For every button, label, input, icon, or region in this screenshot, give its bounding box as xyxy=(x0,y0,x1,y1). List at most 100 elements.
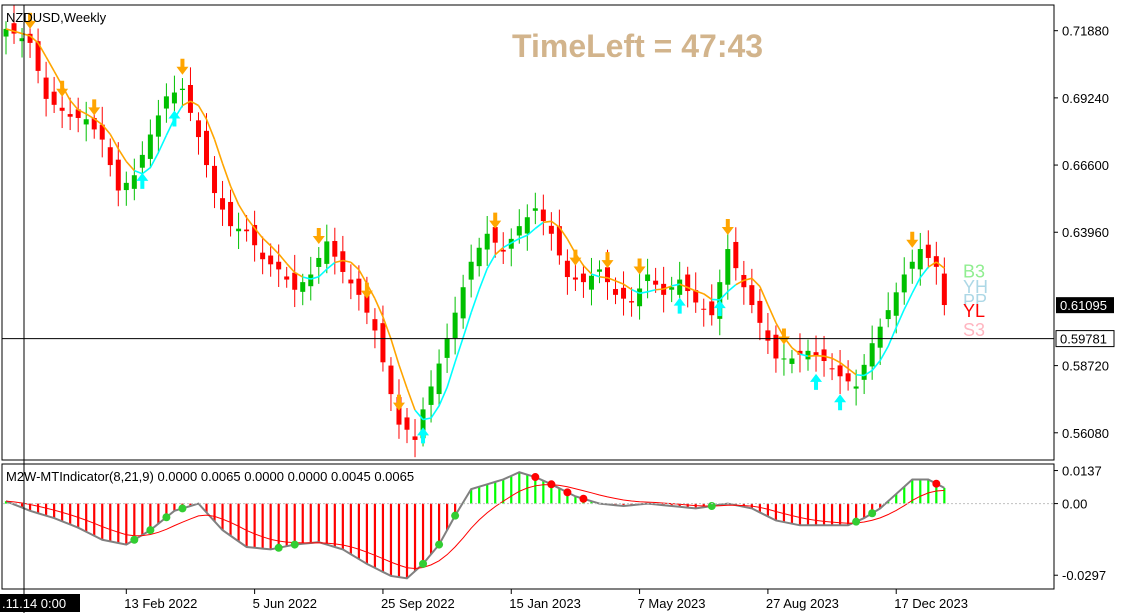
buy-arrow-icon xyxy=(136,172,149,189)
candle-body xyxy=(797,350,803,355)
indicator-dot xyxy=(451,511,460,520)
trailing-stop-segment xyxy=(823,355,833,359)
current-price-marker: 0.61095 xyxy=(1056,297,1114,314)
trailing-stop-segment xyxy=(711,298,720,301)
candle-body xyxy=(220,198,226,210)
candle-body xyxy=(805,350,811,360)
trailing-stop-segment xyxy=(430,405,440,419)
candle-body xyxy=(236,228,242,232)
candle-body xyxy=(580,273,586,283)
time-axis-label: 27 Aug 2023 xyxy=(766,596,839,611)
sell-arrow-icon xyxy=(88,99,101,116)
candle-body xyxy=(388,365,394,395)
level-label: B3 xyxy=(963,262,985,282)
candle-body xyxy=(35,41,41,71)
candle-body xyxy=(532,208,538,211)
trailing-stop-segment xyxy=(759,286,769,306)
sell-arrow-icon xyxy=(56,80,69,97)
candle-body xyxy=(869,343,875,367)
candle-body xyxy=(572,277,578,280)
candle-body xyxy=(901,274,907,293)
candle-body xyxy=(484,233,490,250)
trailing-stop-segment xyxy=(494,246,504,256)
candle-body xyxy=(909,261,915,269)
candle-body xyxy=(765,330,771,341)
trailing-stop-segment xyxy=(149,152,160,168)
buy-arrow-icon xyxy=(713,300,726,317)
candle-body xyxy=(733,241,739,269)
candle-body xyxy=(492,227,498,243)
candle-body xyxy=(420,409,426,439)
trailing-stop-segment xyxy=(679,283,689,289)
indicator-dot xyxy=(852,517,861,526)
trailing-stop-segment xyxy=(205,118,216,140)
trailing-stop-segment xyxy=(229,185,240,205)
cursor-time-label: .11.14 0:00 xyxy=(2,596,66,611)
trailing-stop-segment xyxy=(93,118,103,126)
candle-body xyxy=(605,267,610,283)
crosshair-price-label: 0.59781 xyxy=(1060,332,1107,347)
candle-body xyxy=(107,147,113,166)
candle-body xyxy=(725,249,731,285)
trailing-stop-segment xyxy=(262,237,272,247)
trailing-stop-segment xyxy=(310,276,319,280)
sell-arrow-icon xyxy=(633,258,646,275)
candle-body xyxy=(147,134,153,159)
candle-body xyxy=(925,244,931,258)
candle-body xyxy=(540,209,546,222)
candle-body xyxy=(476,247,482,267)
trailing-stop-segment xyxy=(887,327,897,347)
trailing-stop-segment xyxy=(406,387,416,411)
indicator-dot xyxy=(435,540,444,549)
candle-body xyxy=(789,358,795,364)
candle-body xyxy=(204,130,209,166)
trailing-stop-segment xyxy=(302,276,311,280)
trailing-stop-segment xyxy=(791,347,801,355)
trailing-stop-segment xyxy=(863,369,873,377)
level-label: YL xyxy=(963,301,985,321)
trailing-stop-segment xyxy=(190,100,199,107)
candle-body xyxy=(564,260,570,278)
candle-body xyxy=(917,249,923,270)
trailing-stop-segment xyxy=(45,56,55,72)
candle-body xyxy=(260,252,266,260)
trailing-stop-segment xyxy=(695,290,705,295)
trailing-stop-segment xyxy=(318,268,328,278)
candle-body xyxy=(356,278,362,295)
trailing-stop-segment xyxy=(5,28,15,33)
candle-body xyxy=(276,261,282,270)
trailing-stop-segment xyxy=(117,148,127,162)
candle-body xyxy=(556,226,562,256)
candle-body xyxy=(588,275,594,290)
time-axis-label: 17 Dec 2023 xyxy=(894,596,968,611)
candle-body xyxy=(131,175,137,189)
candle-body xyxy=(436,363,442,395)
candle-body xyxy=(621,287,627,299)
candle-body xyxy=(244,229,250,232)
trailing-stop-segment xyxy=(350,261,360,271)
trailing-stop-segment xyxy=(85,113,95,120)
indicator-dot xyxy=(419,559,428,568)
candle-body xyxy=(340,251,346,272)
candle-body xyxy=(428,386,434,405)
sell-arrow-icon xyxy=(489,212,502,229)
candle-body xyxy=(693,290,699,303)
sell-arrow-icon xyxy=(906,231,919,248)
trailing-stop-segment xyxy=(807,354,817,357)
candle-body xyxy=(396,397,402,425)
trailing-stop-segment xyxy=(77,109,87,115)
trailing-stop-segment xyxy=(213,139,224,164)
indicator-dot xyxy=(274,543,283,552)
level-label: S3 xyxy=(963,320,985,340)
candle-body xyxy=(500,249,506,252)
trailing-stop-segment xyxy=(847,368,857,376)
trailing-stop-segment xyxy=(703,293,713,301)
candle-body xyxy=(83,119,89,125)
candle-body xyxy=(404,417,410,430)
candle-body xyxy=(348,279,354,284)
candle-body xyxy=(685,274,691,292)
candle-body xyxy=(228,201,234,227)
sell-arrow-icon xyxy=(24,12,37,29)
candle-body xyxy=(885,310,891,320)
